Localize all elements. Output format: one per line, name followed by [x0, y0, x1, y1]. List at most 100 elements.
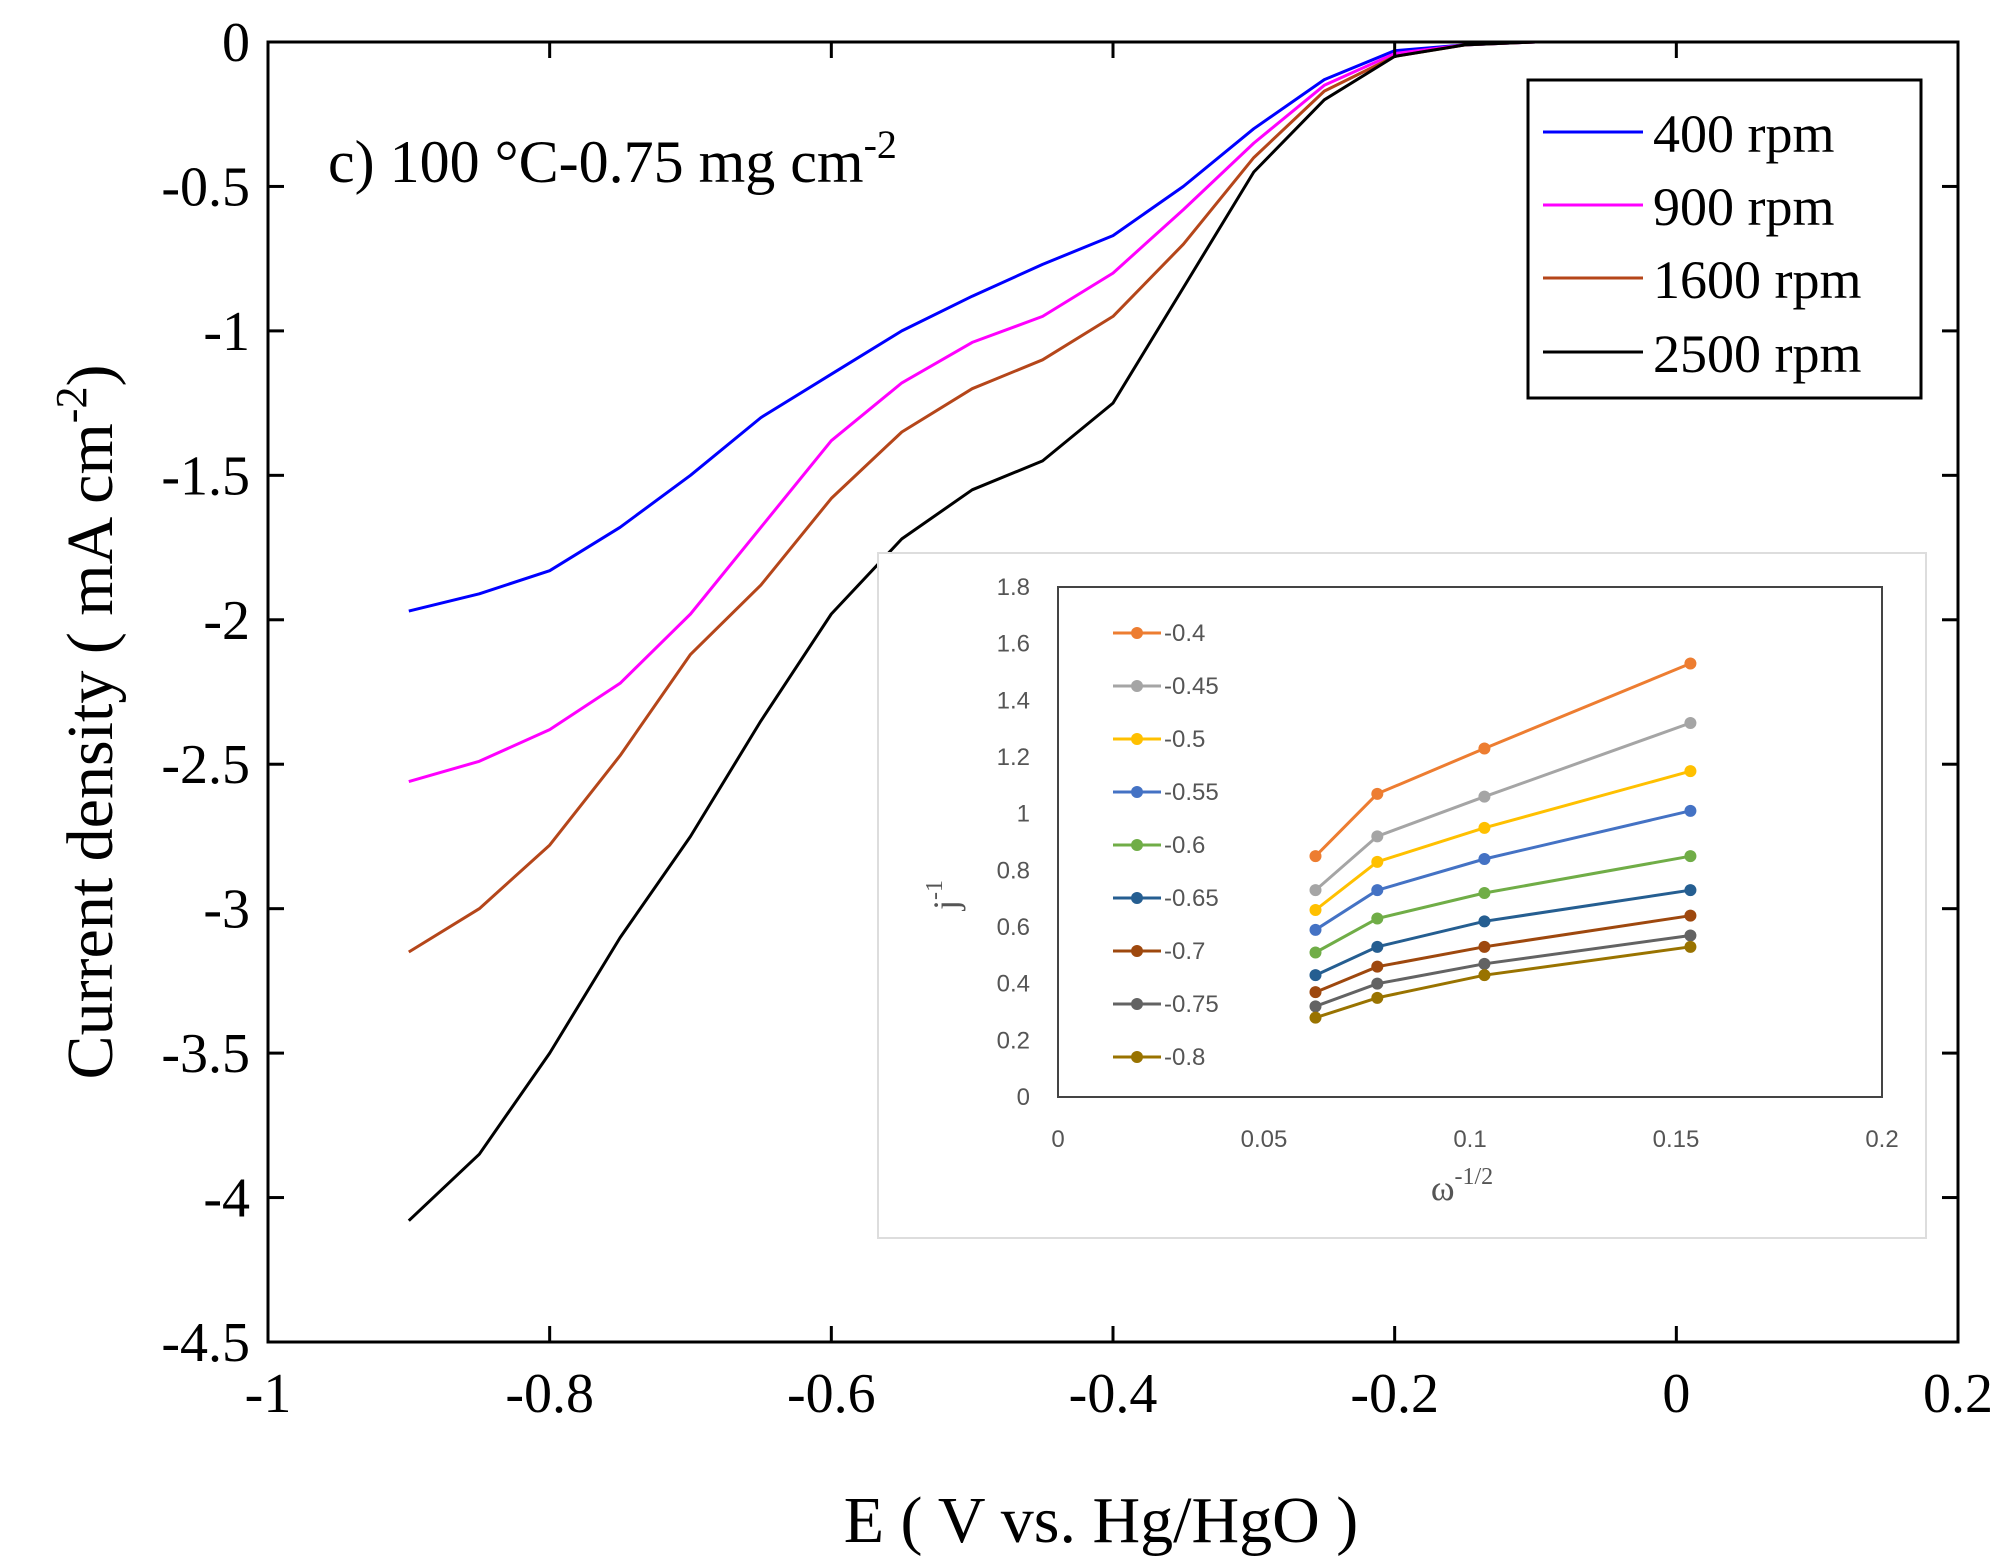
inset-data-point: [1478, 969, 1491, 982]
inset-data-point: [1684, 804, 1697, 817]
inset-data-point: [1309, 850, 1322, 863]
main-chart: -1 -0.8 -0.6 -0.4 -0.2 0 0.2 0 -0.5 -1 -1.5 -2 -2.5…: [47, 12, 1993, 1557]
inset-panel: [877, 552, 1927, 1239]
inset-series-0-8: [1309, 940, 1697, 1024]
inset-legend-label: -0.75: [1164, 991, 1219, 1018]
inset-legend-item-0-55: -0.55: [1113, 779, 1219, 806]
inset-data-point: [1684, 850, 1697, 863]
inset-legend-label: -0.5: [1164, 726, 1205, 753]
inset-series-0-6: [1309, 850, 1697, 959]
legend-label-1600-rpm: 1600 rpm: [1653, 250, 1862, 310]
inset-x-tick-label: 0: [1051, 1126, 1064, 1153]
inset-series-line-0-45: [1314, 721, 1691, 892]
inset-x-tick-label: 0.15: [1653, 1126, 1700, 1153]
main-legend: 400 rpm 900 rpm 1600 rpm 2500 rpm: [1526, 78, 1923, 400]
inset-x-axis-label: ω-1/2: [1431, 1164, 1493, 1208]
inset-series-line-0-8: [1315, 945, 1691, 1020]
inset-data-point: [1478, 821, 1491, 834]
inset-data-point: [1478, 742, 1491, 755]
inset-legend-marker: [1131, 1051, 1143, 1063]
inset-data-point: [1684, 940, 1697, 953]
inset-data-point: [1478, 915, 1491, 928]
main-y-tick-label: -1.5: [161, 445, 250, 507]
inset-legend-item-0-65: -0.65: [1113, 885, 1219, 912]
main-x-axis: -1 -0.8 -0.6 -0.4 -0.2 0 0.2: [245, 42, 1993, 1425]
inset-series-line-0-65: [1314, 888, 1691, 977]
inset-plot-frame: [1057, 586, 1883, 1098]
main-y-tick-label: -2: [203, 590, 250, 652]
inset-legend-marker: [1131, 839, 1143, 851]
inset-legend-marker: [1131, 998, 1143, 1010]
inset-legend-item-0-5: -0.5: [1113, 726, 1205, 753]
main-y-tick-label: -0.5: [161, 156, 250, 218]
main-y-axis-label: Current density ( mA cm-2): [47, 365, 127, 1080]
main-x-tick-label: 0.2: [1923, 1363, 1993, 1425]
main-y-tick-label: 0: [222, 12, 250, 74]
main-x-tick-label: -0.8: [505, 1363, 594, 1425]
inset-data-point: [1309, 904, 1322, 916]
inset-legend-marker: [1131, 786, 1143, 798]
inset-legend-marker: [1131, 680, 1143, 692]
inset-data-point: [1309, 946, 1322, 959]
inset-series-line-0-6: [1314, 854, 1691, 954]
inset-x-tick-label: 0.2: [1865, 1126, 1898, 1153]
inset-data-point: [1478, 887, 1491, 899]
inset-legend-label: -0.7: [1164, 938, 1205, 965]
inset-data-point: [1309, 969, 1322, 982]
main-y-tick-label: -2.5: [161, 734, 250, 796]
series-line-400-rpm: [408, 40, 1691, 613]
inset-data-point: [1371, 940, 1384, 953]
inset-y-axis-label: j-1: [922, 880, 966, 912]
main-y-tick-label: -4.5: [161, 1312, 250, 1374]
inset-data-point: [1371, 960, 1384, 973]
inset-series-line-0-75: [1314, 934, 1691, 1008]
inset-y-tick-label: 1.4: [997, 687, 1030, 714]
inset-y-tick-label: 0.8: [997, 857, 1030, 884]
inset-y-tick-label: 1.2: [997, 744, 1030, 771]
inset-y-tick-label: 1: [1017, 801, 1030, 828]
inset-legend-marker: [1131, 733, 1143, 745]
inset-legend-item-0-6: -0.6: [1113, 832, 1205, 859]
inset-data-point: [1309, 884, 1322, 897]
main-x-tick-label: 0: [1662, 1363, 1690, 1425]
inset-data-point: [1478, 957, 1491, 970]
legend-item-400-rpm: 400 rpm: [1543, 104, 1835, 164]
inset-data-point: [1684, 884, 1697, 897]
inset-data-point: [1684, 657, 1697, 670]
inset-series-line-0-5: [1314, 769, 1691, 912]
main-y-tick-label: -3.5: [161, 1023, 250, 1085]
legend-item-900-rpm: 900 rpm: [1543, 177, 1835, 237]
inset-legend-marker: [1131, 892, 1143, 904]
inset-series-0-65: [1309, 884, 1697, 982]
inset-legend-item-0-45: -0.45: [1113, 673, 1219, 700]
main-x-tick-label: -1: [245, 1363, 292, 1425]
main-y-tick-label: -4: [203, 1168, 250, 1230]
inset-series-0-75: [1309, 929, 1697, 1013]
main-x-axis-label: E ( V vs. Hg/HgO ): [844, 1484, 1359, 1557]
inset-legend-label: -0.8: [1164, 1044, 1205, 1071]
inset-data-point: [1684, 909, 1697, 922]
inset-y-tick-label: 0: [1017, 1084, 1030, 1111]
legend-item-2500-rpm: 2500 rpm: [1543, 324, 1862, 384]
inset-series-line-0-55: [1314, 809, 1691, 932]
legend-label-400-rpm: 400 rpm: [1653, 104, 1835, 164]
inset-legend-marker: [1131, 627, 1143, 639]
inset-data-point: [1371, 977, 1384, 990]
inset-data-point: [1684, 765, 1697, 778]
inset-chart: 0 0.2 0.4 0.6 0.8 1 1.2 1.4 1.6 1.8 0 0.05 0.1 0.15 0.…: [877, 552, 1927, 1239]
inset-y-tick-label: 0.4: [997, 971, 1030, 998]
inset-series-0-4: [1309, 657, 1697, 863]
inset-series-0-45: [1309, 717, 1697, 897]
inset-series-0-55: [1309, 804, 1697, 936]
inset-x-tick-label: 0.05: [1241, 1126, 1288, 1153]
inset-series-line-0-7: [1314, 914, 1691, 994]
inset-legend: -0.4 -0.45 -0.5 -0.55 -0.6 -0.65 -0.7 -0.75 -0.8: [1113, 620, 1219, 1071]
inset-data-point: [1684, 929, 1697, 942]
inset-y-tick-label: 0.6: [997, 914, 1030, 941]
main-x-tick-label: -0.6: [787, 1363, 876, 1425]
main-y-tick-label: -1: [203, 301, 250, 363]
inset-y-tick-label: 0.2: [997, 1027, 1030, 1054]
inset-data-point: [1684, 717, 1697, 729]
inset-data-point: [1371, 855, 1384, 868]
